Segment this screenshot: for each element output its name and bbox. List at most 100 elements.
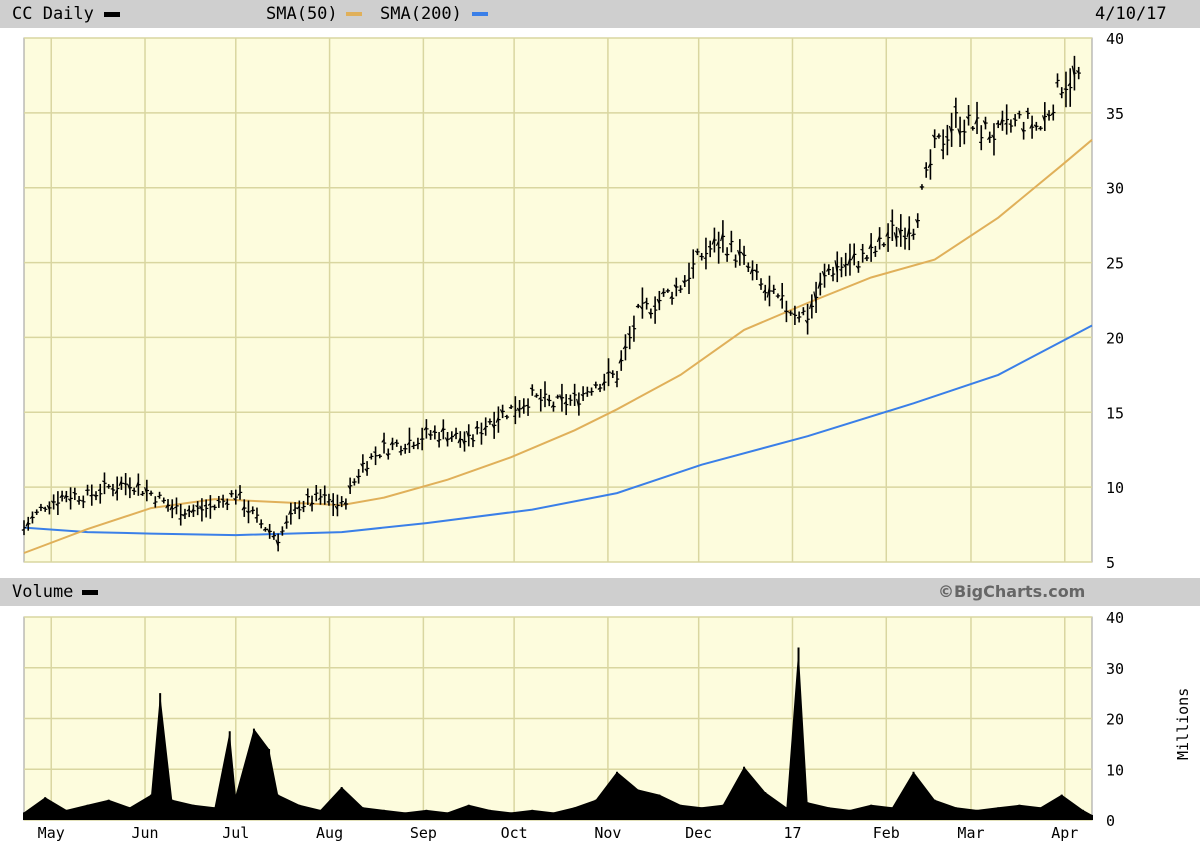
price-bar-open [241, 505, 245, 511]
price-plot-area [23, 37, 1093, 563]
price-bar-open [1059, 93, 1063, 96]
price-bar-open [1025, 110, 1029, 113]
price-bar-open [207, 502, 211, 506]
price-bar-open [1008, 123, 1012, 126]
price-bar-open [157, 495, 160, 498]
price-bar-open [186, 508, 190, 512]
price-bar-open [728, 243, 732, 246]
price-bar-open [898, 227, 902, 237]
price-bar-open [779, 297, 783, 301]
price-bar-open [165, 503, 169, 509]
price-bar-open [542, 396, 546, 399]
price-bar-open [606, 371, 609, 374]
price-bar-open [826, 267, 830, 272]
price-bar-open [889, 220, 893, 222]
volume-legend-swatch [82, 590, 98, 595]
price-bar-open [589, 391, 592, 393]
sma200-line [23, 324, 1093, 537]
price-bar-open [686, 279, 690, 281]
price-bar-open [355, 475, 360, 479]
price-bar-open [576, 398, 580, 409]
volume-y-tick-label: 20 [1106, 711, 1124, 729]
price-bar-open [627, 332, 631, 336]
price-bar-open [745, 265, 749, 269]
price-bar-open [999, 117, 1004, 126]
price-bar-open [432, 429, 436, 434]
price-bar-open [495, 416, 499, 423]
price-bar-open [275, 539, 279, 547]
price-bar-open [940, 149, 944, 152]
price-bar-open [864, 256, 868, 260]
price-bar-open [34, 511, 37, 514]
price-bar-open [499, 409, 504, 415]
price-bar-open [914, 219, 919, 225]
price-bar-open [305, 493, 308, 496]
price-bar-open [224, 501, 228, 505]
price-bar-open [330, 499, 334, 503]
price-bar-open [449, 436, 453, 440]
price-bar-open [957, 128, 961, 136]
price-y-tick-label: 25 [1106, 255, 1124, 273]
price-bar-open [860, 248, 863, 251]
price-bar-open [1050, 111, 1054, 116]
price-bar-open [766, 286, 771, 298]
price-bar-open [271, 535, 275, 538]
price-bar-open [927, 162, 931, 169]
price-bar-open [948, 125, 953, 134]
price-bar-open [203, 504, 207, 507]
price-bar-open [538, 396, 542, 400]
price-bar-open [987, 136, 991, 141]
price-bar-open [1067, 82, 1071, 87]
price-bar-open [491, 423, 495, 429]
price-bar-open [169, 504, 173, 511]
price-bar-open [872, 251, 876, 254]
price-bar-open [720, 232, 724, 242]
price-bar-open [821, 270, 826, 278]
price-bar-open [737, 249, 741, 258]
price-bar-open [352, 481, 355, 484]
price-bar-open [618, 357, 622, 364]
price-bar-open [1071, 65, 1076, 78]
price-bar-open [415, 443, 419, 447]
price-bar-open [266, 528, 271, 535]
price-legend-swatch [104, 12, 120, 17]
price-bar-open [847, 257, 851, 266]
price-bar-open [885, 231, 889, 237]
price-bar-open [804, 319, 809, 325]
sma200-label: SMA(200) [380, 4, 462, 24]
sma200-legend-swatch [472, 12, 488, 16]
price-bar-open [834, 260, 838, 274]
price-bar-open [373, 451, 376, 454]
price-bar-open [622, 345, 626, 350]
price-bar-open [389, 441, 394, 446]
price-bar-open [936, 134, 940, 138]
price-bar-open [546, 398, 550, 402]
price-bar-open [601, 381, 605, 386]
price-bar-open [102, 480, 105, 483]
price-bar-open [635, 305, 639, 308]
price-bar-open [25, 521, 29, 527]
price-header: CC Daily SMA(50) SMA(200) 4/10/17 [0, 0, 1200, 28]
volume-label: Volume [12, 582, 74, 602]
price-bar-open [1038, 127, 1041, 130]
price-bar-open [749, 267, 754, 275]
price-bar-open [839, 268, 842, 271]
price-bar-open [474, 425, 478, 429]
price-bar-open [423, 426, 427, 431]
price-bar-open [902, 235, 906, 238]
sma50-line [23, 139, 1093, 554]
price-bar-open [813, 291, 817, 303]
price-bar-open [851, 253, 855, 260]
ticker-label: CC Daily [12, 4, 94, 24]
price-bar-open [135, 481, 139, 488]
sma50-label: SMA(50) [266, 4, 338, 24]
price-bar-open [906, 226, 910, 238]
price-bar-open [762, 289, 766, 294]
price-bar-open [288, 509, 292, 516]
price-bar-open [931, 134, 936, 139]
volume-header: Volume ©BigCharts.com [0, 578, 1200, 606]
price-bar-open [529, 387, 533, 390]
price-bar-open [381, 438, 385, 443]
price-bar-open [944, 135, 948, 138]
